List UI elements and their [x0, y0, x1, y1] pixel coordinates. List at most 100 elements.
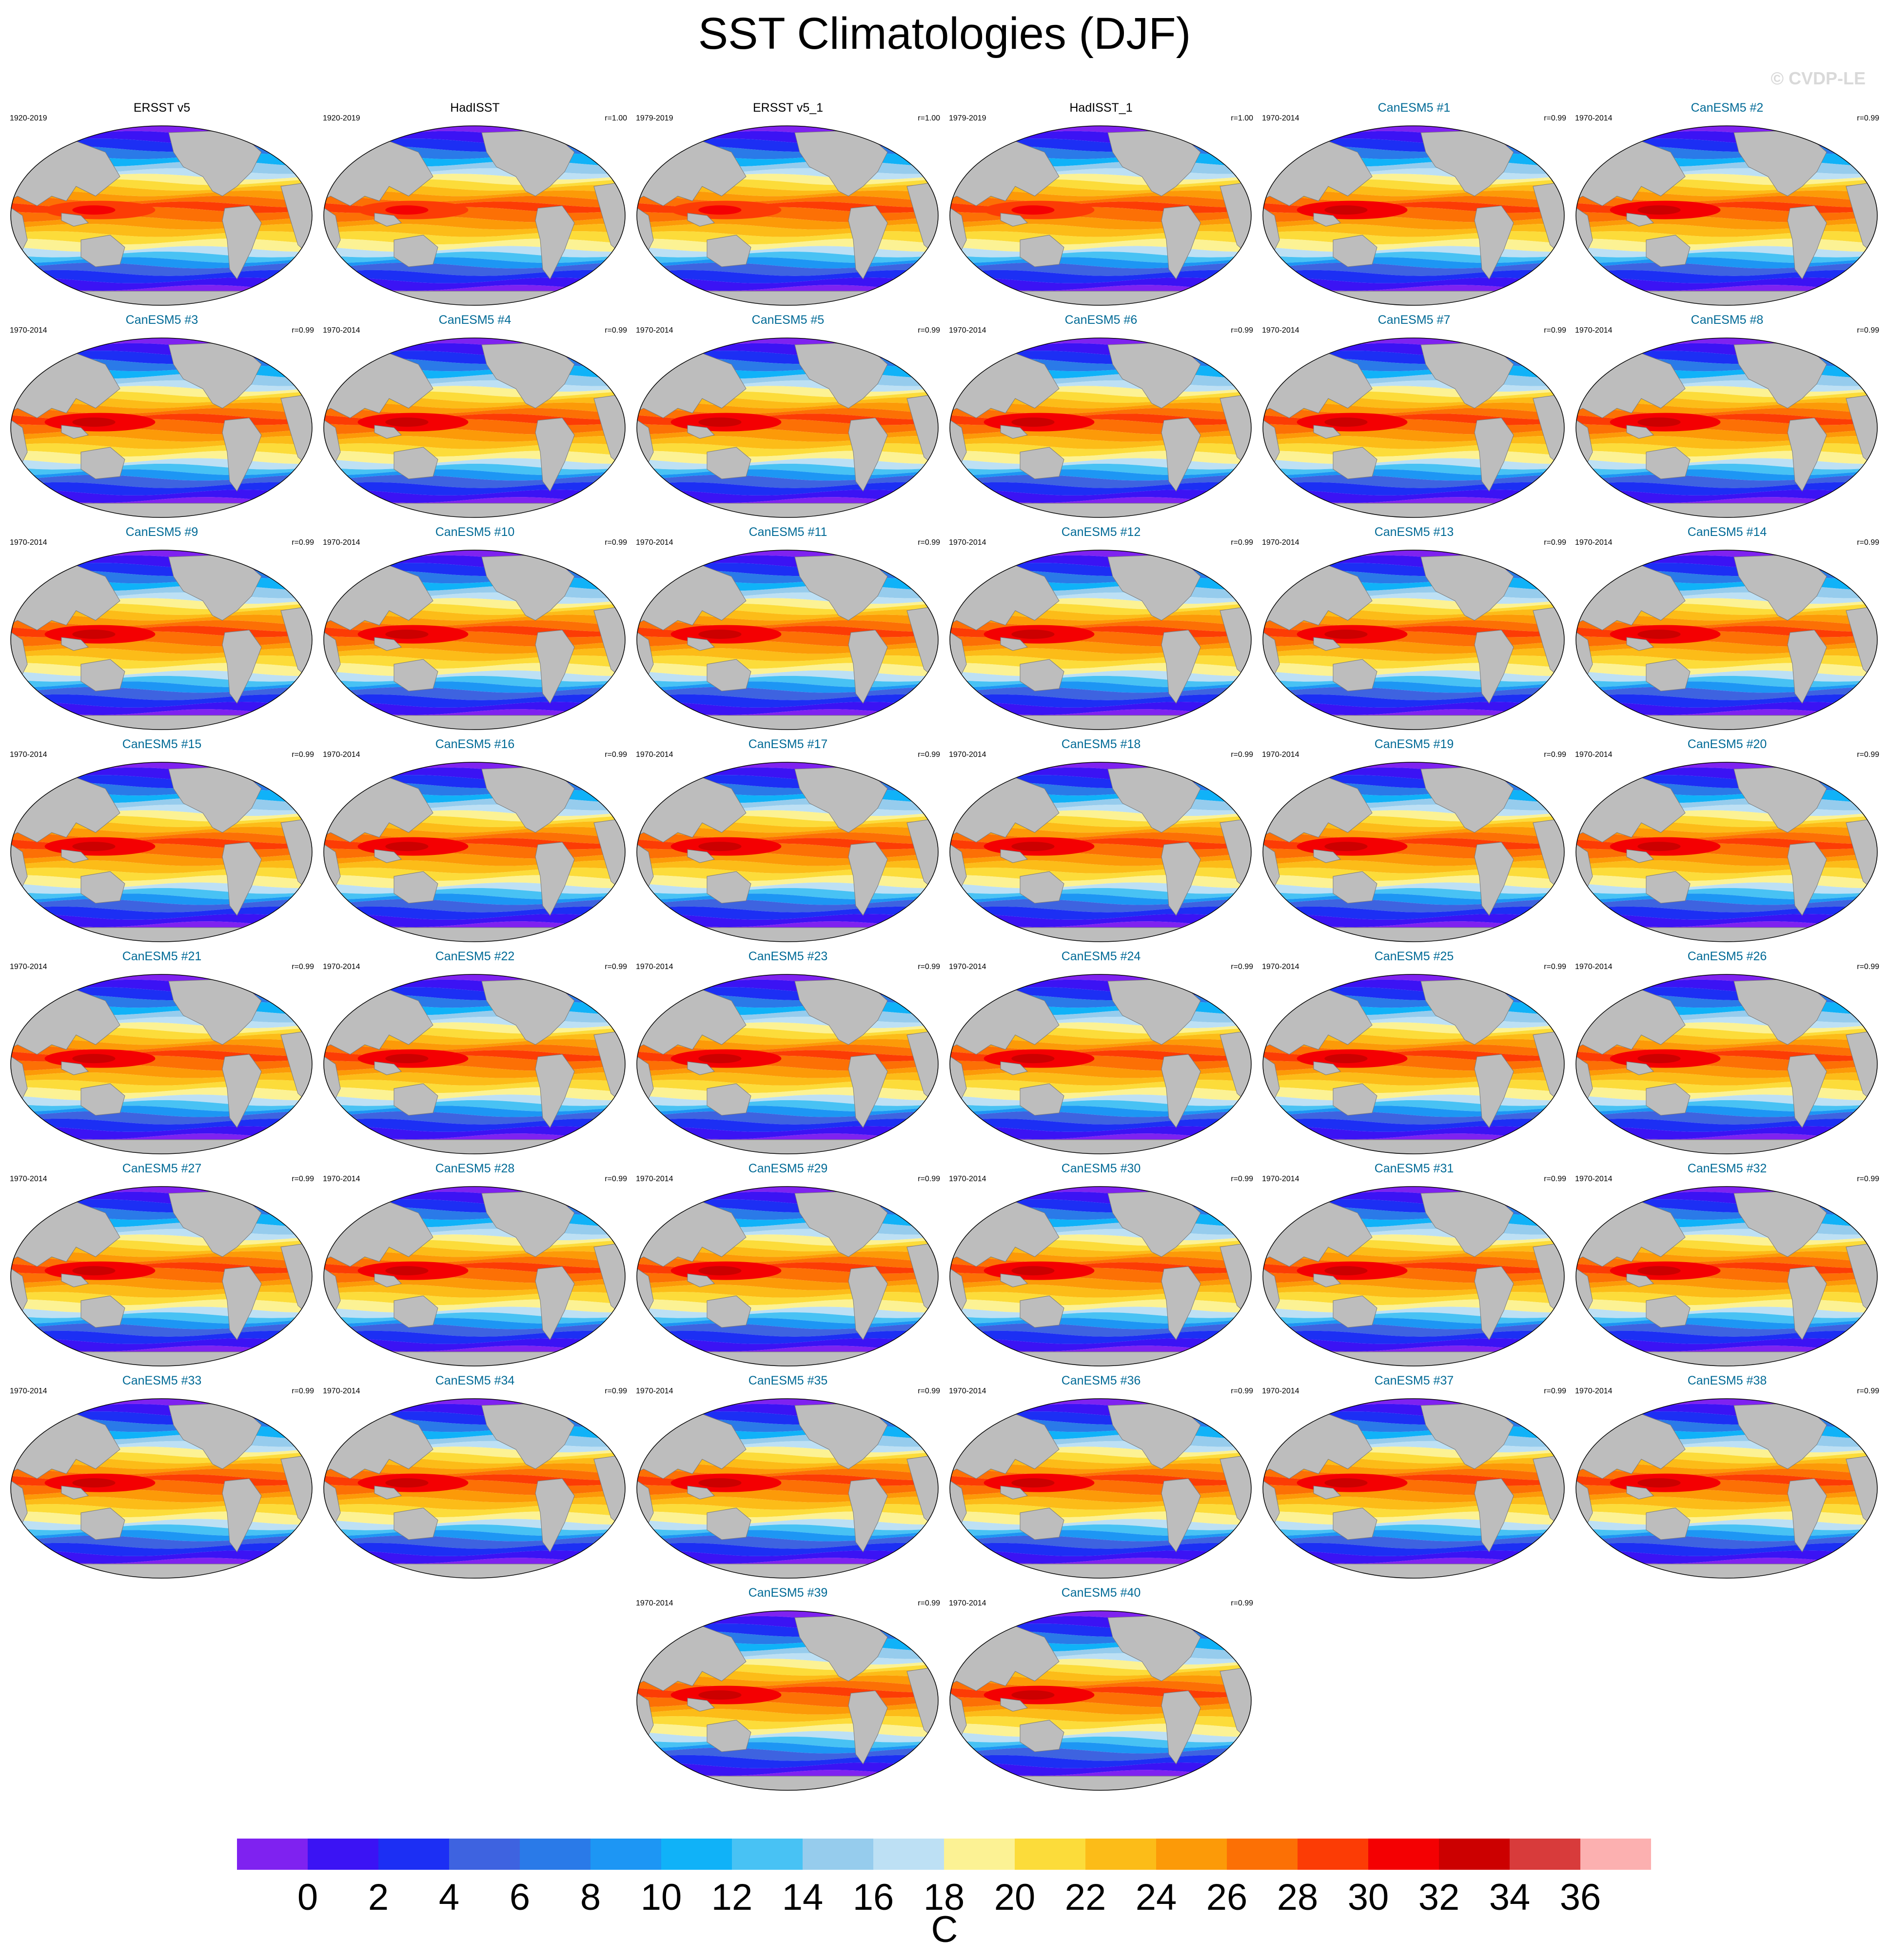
panel-period: 1970-2014 — [10, 1175, 47, 1183]
map-panel: CanESM5 #25 1970-2014 r=0.99 — [1257, 949, 1571, 1162]
panel-period: 1970-2014 — [1575, 1175, 1613, 1183]
map-panel: CanESM5 #31 1970-2014 r=0.99 — [1257, 1161, 1571, 1374]
panel-title: CanESM5 #20 — [1687, 737, 1767, 751]
map-panel: CanESM5 #36 1970-2014 r=0.99 — [944, 1373, 1258, 1586]
panel-period: 1970-2014 — [1575, 751, 1613, 759]
panel-period: 1970-2014 — [949, 1599, 986, 1607]
panel-title: HadISST — [450, 101, 500, 115]
map-panel: CanESM5 #4 1970-2014 r=0.99 — [318, 313, 632, 525]
panel-title: CanESM5 #39 — [748, 1586, 828, 1600]
panel-title: CanESM5 #26 — [1687, 950, 1767, 963]
panel-title: CanESM5 #19 — [1374, 737, 1454, 751]
colorbar-swatch — [1015, 1839, 1085, 1870]
panel-correlation: r=0.99 — [292, 538, 314, 547]
sst-map — [636, 337, 939, 518]
sst-map — [1262, 1398, 1565, 1579]
panel-title: CanESM5 #27 — [122, 1162, 202, 1175]
panel-title: CanESM5 #6 — [1064, 313, 1138, 327]
panel-title: CanESM5 #38 — [1687, 1374, 1767, 1387]
panel-title: CanESM5 #13 — [1374, 525, 1454, 539]
sst-map — [949, 337, 1252, 518]
map-panel: CanESM5 #6 1970-2014 r=0.99 — [944, 313, 1258, 525]
panel-correlation: r=0.99 — [292, 751, 314, 759]
panel-correlation: r=0.99 — [605, 1175, 627, 1183]
map-panel: ERSST v5 1920-2019 — [5, 100, 319, 313]
panel-correlation: r=0.99 — [1231, 1175, 1253, 1183]
sst-map — [636, 1398, 939, 1579]
panel-period: 1970-2014 — [10, 963, 47, 971]
sst-map — [10, 1186, 313, 1366]
panel-correlation: r=0.99 — [605, 538, 627, 547]
panel-period: 1970-2014 — [1575, 538, 1613, 547]
map-panel: CanESM5 #37 1970-2014 r=0.99 — [1257, 1373, 1571, 1586]
panel-title: CanESM5 #9 — [125, 525, 198, 539]
panel-period: 1970-2014 — [323, 538, 360, 547]
sst-map — [10, 974, 313, 1154]
map-panel: CanESM5 #34 1970-2014 r=0.99 — [318, 1373, 632, 1586]
panel-correlation: r=0.99 — [1857, 963, 1879, 971]
colorbar-unit-label: C — [931, 1909, 958, 1950]
panel-title: CanESM5 #4 — [438, 313, 512, 327]
map-panel: CanESM5 #30 1970-2014 r=0.99 — [944, 1161, 1258, 1374]
panel-title: CanESM5 #31 — [1374, 1162, 1454, 1175]
panel-title: CanESM5 #30 — [1061, 1162, 1141, 1175]
panel-title: CanESM5 #34 — [435, 1374, 515, 1387]
panel-title: CanESM5 #11 — [748, 525, 827, 539]
panel-period: 1970-2014 — [636, 751, 673, 759]
panel-correlation: r=0.99 — [1544, 114, 1566, 122]
panel-correlation: r=0.99 — [1544, 326, 1566, 335]
map-panel: CanESM5 #17 1970-2014 r=0.99 — [631, 737, 945, 950]
panel-period: 1970-2014 — [10, 751, 47, 759]
panel-period: 1970-2014 — [323, 751, 360, 759]
panel-period: 1970-2014 — [1262, 114, 1299, 122]
sst-map — [636, 1610, 939, 1791]
colorbar-swatch — [803, 1839, 873, 1870]
panel-title: CanESM5 #18 — [1061, 737, 1141, 751]
panel-period: 1970-2014 — [949, 538, 986, 547]
panel-period: 1970-2014 — [10, 538, 47, 547]
sst-map — [323, 125, 626, 306]
sst-map — [1262, 337, 1565, 518]
sst-map — [323, 1186, 626, 1366]
panel-title: CanESM5 #3 — [125, 313, 198, 327]
map-panel: CanESM5 #15 1970-2014 r=0.99 — [5, 737, 319, 950]
colorbar-swatch — [661, 1839, 732, 1870]
colorbar-swatch — [1368, 1839, 1439, 1870]
panel-correlation: r=1.00 — [918, 114, 940, 122]
map-panel: CanESM5 #23 1970-2014 r=0.99 — [631, 949, 945, 1162]
panel-period: 1979-2019 — [949, 114, 986, 122]
panel-title: CanESM5 #24 — [1061, 950, 1141, 963]
panel-period: 1970-2014 — [1262, 963, 1299, 971]
panel-correlation: r=0.99 — [1231, 1599, 1253, 1607]
map-panel: CanESM5 #22 1970-2014 r=0.99 — [318, 949, 632, 1162]
map-panel: CanESM5 #27 1970-2014 r=0.99 — [5, 1161, 319, 1374]
map-panel: CanESM5 #40 1970-2014 r=0.99 — [944, 1585, 1258, 1798]
panel-period: 1970-2014 — [636, 1387, 673, 1395]
sst-map — [949, 1610, 1252, 1791]
colorbar-swatch — [449, 1839, 520, 1870]
map-panel: CanESM5 #14 1970-2014 r=0.99 — [1570, 525, 1884, 737]
map-panel: ERSST v5_1 1979-2019 r=1.00 — [631, 100, 945, 313]
map-panel: CanESM5 #38 1970-2014 r=0.99 — [1570, 1373, 1884, 1586]
panel-correlation: r=0.99 — [292, 326, 314, 335]
panel-title: CanESM5 #14 — [1687, 525, 1767, 539]
panel-title: CanESM5 #35 — [748, 1374, 828, 1387]
sst-map — [10, 762, 313, 942]
map-panel: CanESM5 #39 1970-2014 r=0.99 — [631, 1585, 945, 1798]
map-panel: CanESM5 #9 1970-2014 r=0.99 — [5, 525, 319, 737]
panel-correlation: r=0.99 — [918, 538, 940, 547]
panel-title: CanESM5 #28 — [435, 1162, 515, 1175]
colorbar-swatch — [1510, 1839, 1580, 1870]
map-panel: CanESM5 #1 1970-2014 r=0.99 — [1257, 100, 1571, 313]
panel-title: CanESM5 #15 — [122, 737, 202, 751]
panel-correlation: r=0.99 — [918, 326, 940, 335]
panel-correlation: r=0.99 — [918, 963, 940, 971]
map-panel: CanESM5 #2 1970-2014 r=0.99 — [1570, 100, 1884, 313]
panel-period: 1970-2014 — [949, 326, 986, 335]
colorbar-swatch — [732, 1839, 803, 1870]
panel-correlation: r=0.99 — [1857, 326, 1879, 335]
sst-map — [323, 550, 626, 730]
map-panel: CanESM5 #5 1970-2014 r=0.99 — [631, 313, 945, 525]
sst-map — [949, 125, 1252, 306]
sst-map — [949, 1186, 1252, 1366]
